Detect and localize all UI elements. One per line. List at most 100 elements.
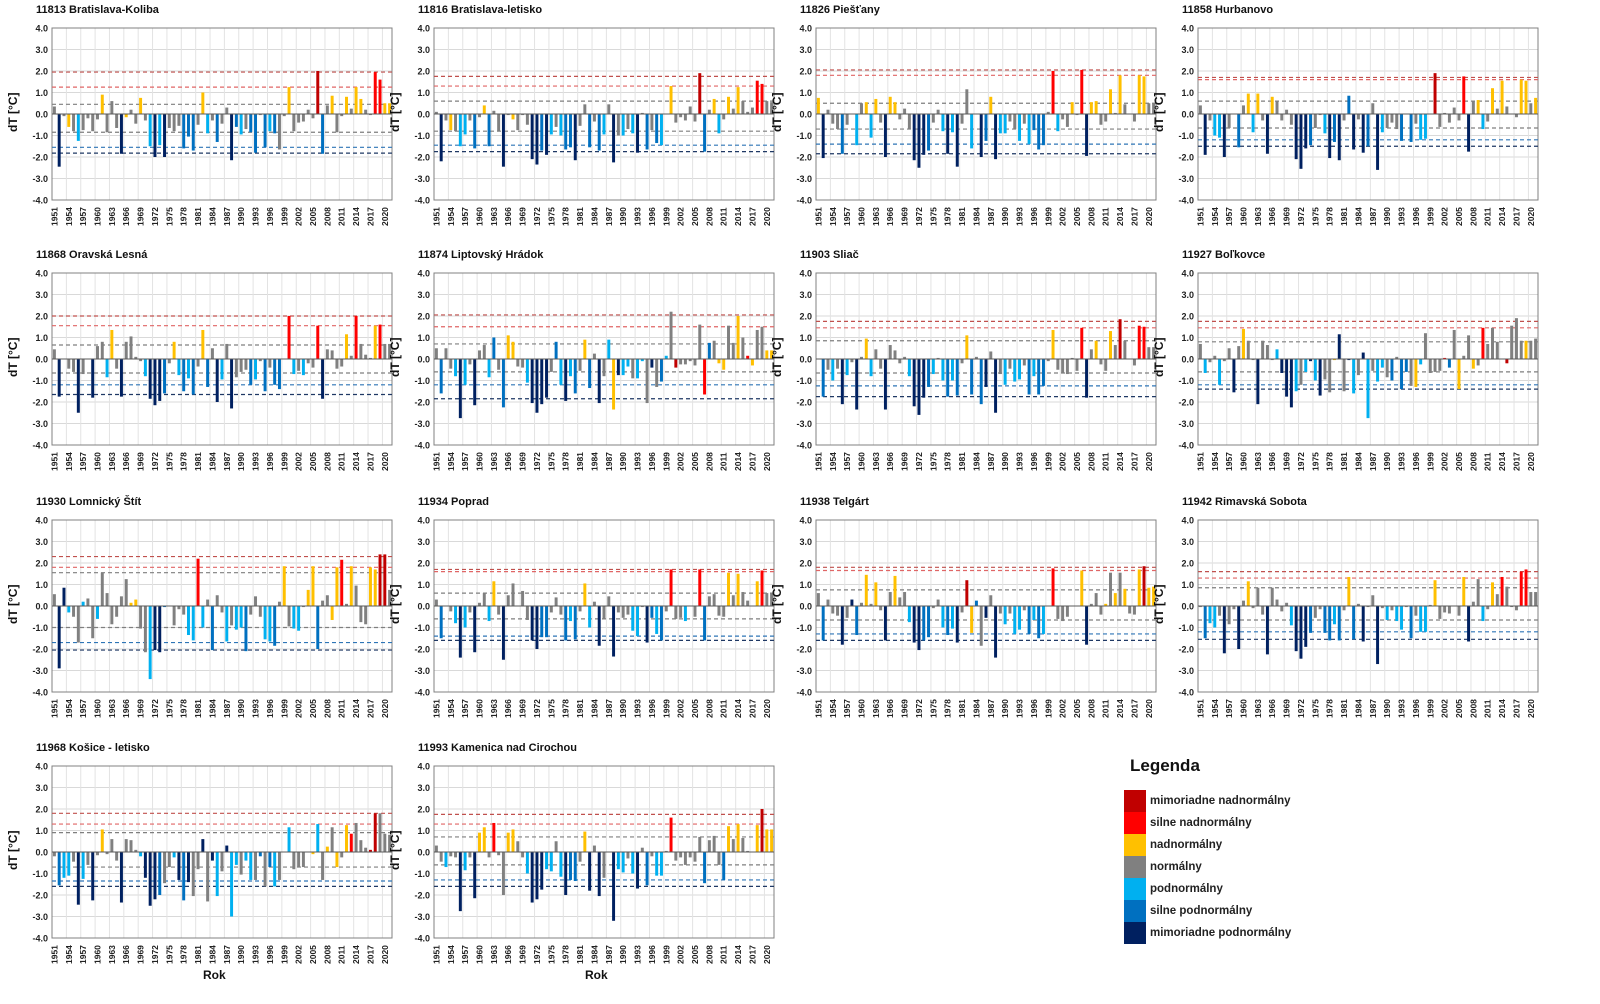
bar-2014 <box>1118 75 1122 114</box>
bar-1983 <box>206 359 210 387</box>
y-tick-label: 1.0 <box>799 88 812 98</box>
bar-2020 <box>1147 103 1151 114</box>
bar-1960 <box>478 602 481 606</box>
bar-1985 <box>215 114 219 142</box>
bar-1970 <box>1289 606 1293 626</box>
x-tick-label: 2002 <box>1058 452 1068 471</box>
bar-2000 <box>287 827 291 852</box>
bar-1998 <box>277 852 281 880</box>
bar-1969 <box>1285 109 1289 114</box>
bar-1995 <box>645 114 649 150</box>
bar-1982 <box>201 606 205 628</box>
x-tick-label: 2008 <box>1468 452 1478 471</box>
bar-1987 <box>607 339 611 359</box>
bar-2010 <box>1481 606 1485 622</box>
bar-2003 <box>301 114 305 122</box>
bar-1957 <box>1227 348 1231 359</box>
x-tick-label: 1960 <box>856 699 866 718</box>
bar-2020 <box>1529 103 1533 114</box>
bar-1954 <box>449 852 453 857</box>
bar-1996 <box>650 114 654 131</box>
bar-1984 <box>210 852 214 861</box>
bar-2020 <box>765 829 769 852</box>
bar-1968 <box>1280 606 1284 612</box>
bar-2012 <box>1109 331 1112 359</box>
y-tick-label: -2.0 <box>796 398 812 408</box>
chart-title: 11930 Lomnický Štít <box>36 496 142 508</box>
x-tick-label: 1984 <box>207 452 217 471</box>
y-tick-label: -4.0 <box>414 934 430 944</box>
x-tick-label: 2008 <box>1086 207 1096 226</box>
x-tick-label: 1990 <box>236 452 246 471</box>
bar-1961 <box>864 338 868 359</box>
bar-1965 <box>119 852 123 903</box>
bar-2005 <box>1457 359 1461 390</box>
bar-1976 <box>172 341 176 359</box>
bar-1965 <box>119 359 123 397</box>
x-tick-label: 1999 <box>661 945 671 964</box>
bar-2008 <box>325 846 329 853</box>
bar-1978 <box>1328 606 1332 641</box>
bar-1996 <box>268 606 272 642</box>
x-tick-label: 1954 <box>828 699 838 718</box>
bar-1974 <box>545 852 549 870</box>
bar-1990 <box>1003 359 1007 385</box>
bar-2008 <box>707 109 711 114</box>
x-tick-label: 2008 <box>704 452 714 471</box>
x-tick-label: 1996 <box>647 207 657 226</box>
bar-2011 <box>1486 343 1490 359</box>
bar-2002 <box>297 114 301 123</box>
x-tick-label: 2008 <box>704 699 714 718</box>
bar-1986 <box>220 359 224 380</box>
legend-item: mimoriadne podnormálny <box>1124 922 1291 944</box>
legend-item: normálny <box>1124 856 1291 878</box>
bar-2007 <box>1467 114 1471 152</box>
x-tick-label: 1960 <box>474 207 484 226</box>
bar-1972 <box>535 606 539 649</box>
bar-2002 <box>1443 112 1447 114</box>
bar-1998 <box>659 114 663 146</box>
y-tick-label: -3.0 <box>796 419 812 429</box>
bar-1977 <box>941 359 945 381</box>
bar-1985 <box>1361 352 1365 359</box>
bar-2011 <box>1104 359 1108 371</box>
x-tick-label: 1969 <box>900 699 910 718</box>
bar-1971 <box>1294 114 1298 160</box>
bar-1977 <box>941 606 945 628</box>
y-tick-label: 4.0 <box>799 269 812 279</box>
bar-1996 <box>1032 359 1036 377</box>
bar-1952 <box>821 114 825 159</box>
bar-1977 <box>177 606 181 610</box>
bar-1990 <box>1385 359 1389 378</box>
x-tick-label: 1978 <box>561 452 571 471</box>
x-tick-label: 1954 <box>446 207 456 226</box>
bar-1975 <box>167 852 171 868</box>
bar-2009 <box>330 350 334 359</box>
bar-2015 <box>741 838 745 852</box>
x-tick-label: 1978 <box>561 699 571 718</box>
x-tick-label: 1981 <box>575 699 585 718</box>
y-tick-label: 2.0 <box>1181 312 1194 322</box>
x-tick-label: 1951 <box>1195 699 1205 718</box>
bar-2006 <box>698 73 702 114</box>
x-tick-label: 1972 <box>914 207 924 226</box>
y-tick-label: 0.0 <box>799 355 812 365</box>
x-tick-label: 1954 <box>64 945 74 964</box>
x-tick-label: 1996 <box>265 207 275 226</box>
bar-1964 <box>115 359 119 369</box>
y-tick-label: 4.0 <box>35 269 48 279</box>
bar-1992 <box>1395 114 1399 130</box>
bar-2009 <box>330 95 334 114</box>
bar-2003 <box>683 852 687 865</box>
bar-1984 <box>1356 603 1360 606</box>
bar-1991 <box>244 114 248 130</box>
bar-2012 <box>727 325 730 359</box>
x-tick-label: 1987 <box>222 452 232 471</box>
x-tick-label: 1951 <box>49 699 59 718</box>
bar-2005 <box>311 852 315 855</box>
bar-2008 <box>1089 603 1093 606</box>
y-tick-label: 3.0 <box>35 45 48 55</box>
bar-1987 <box>989 595 993 606</box>
bar-2013 <box>1495 341 1499 359</box>
bar-1972 <box>1299 606 1303 659</box>
